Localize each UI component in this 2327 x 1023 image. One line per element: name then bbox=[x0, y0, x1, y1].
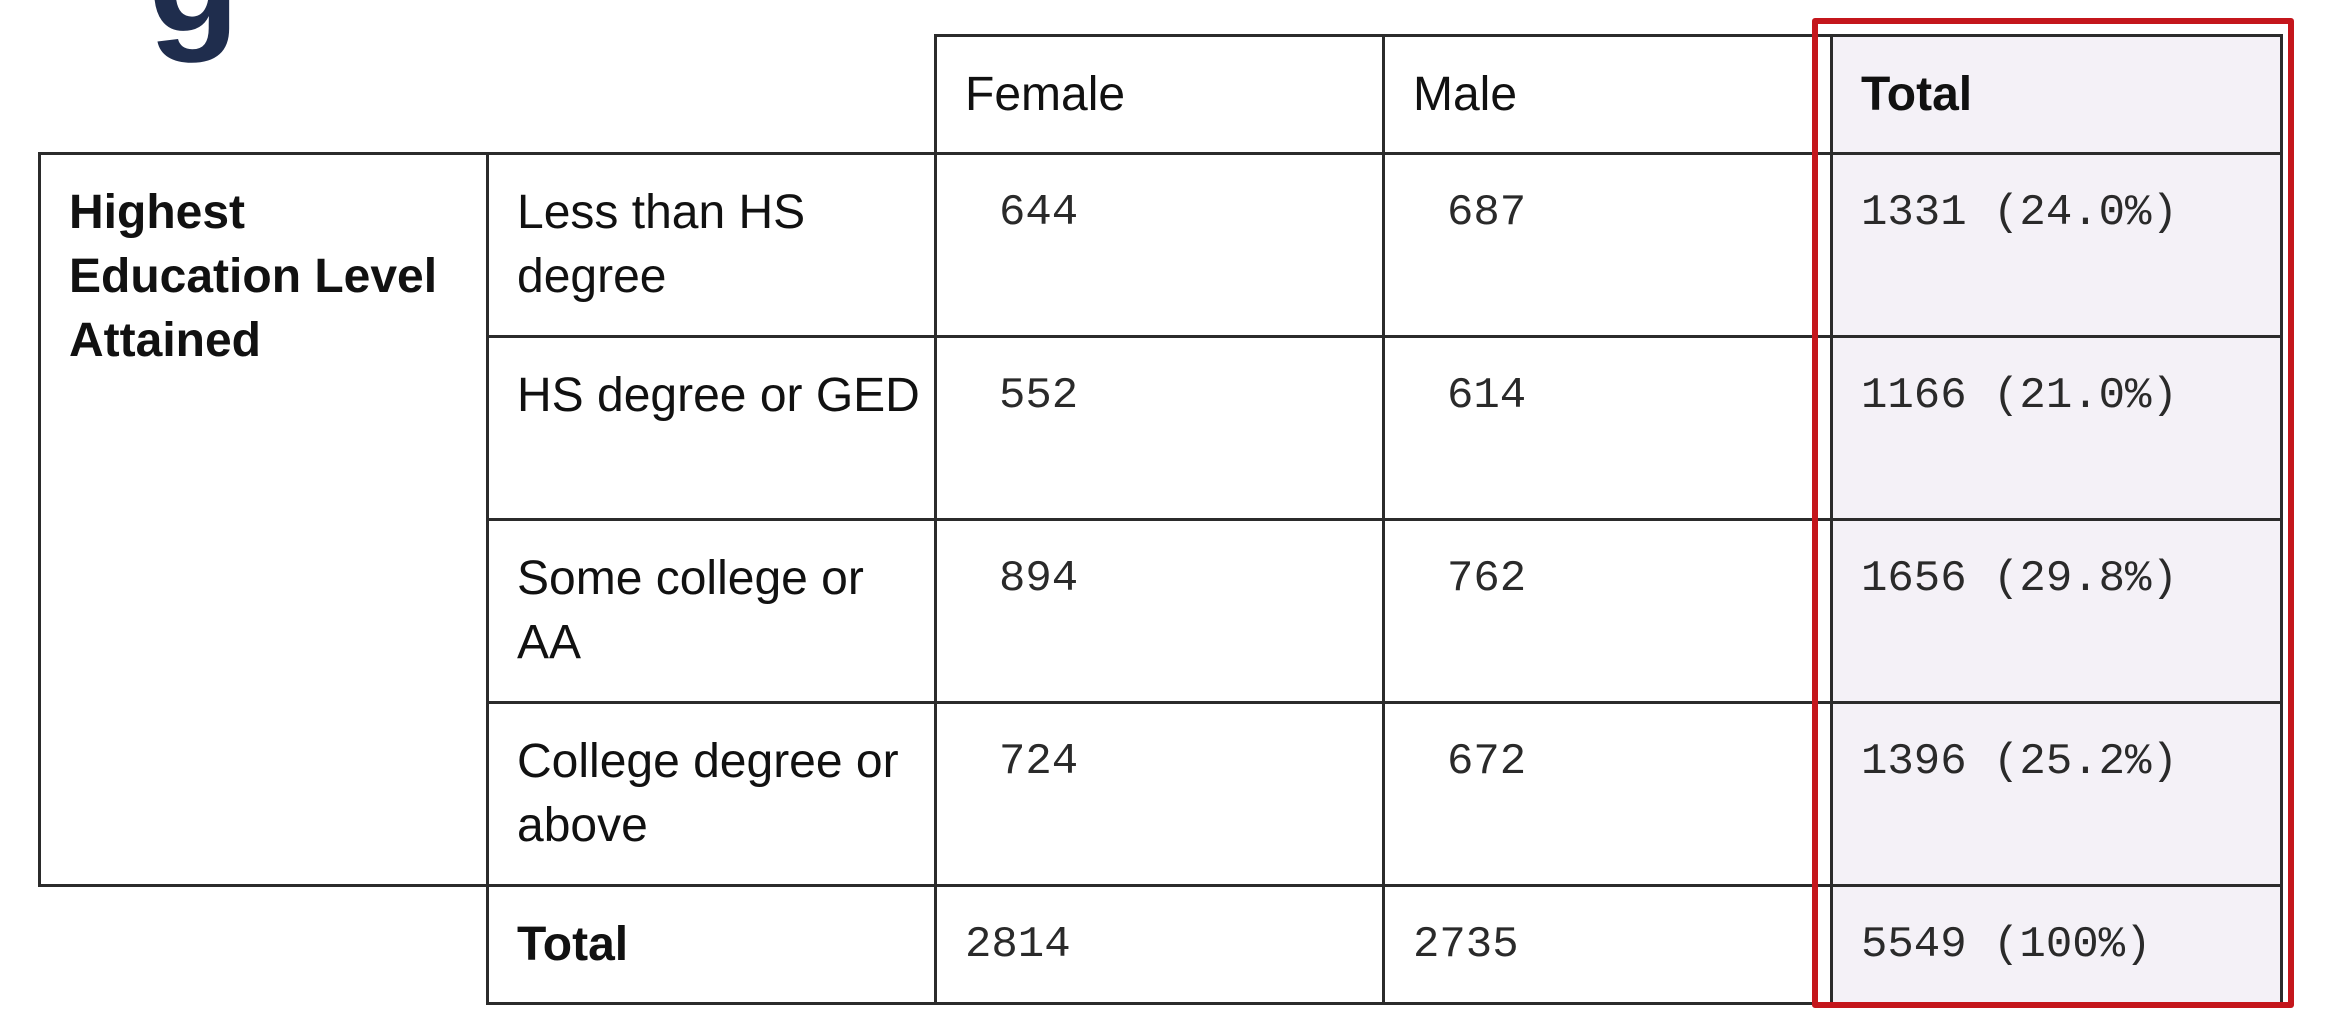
table-row: Some college or AA 894 762 1656 (29.8%) bbox=[40, 518, 2283, 704]
table-row: HS degree or GED 552 614 1166 (21.0%) bbox=[40, 335, 2283, 521]
cell-female: 894 bbox=[934, 518, 1385, 704]
header-empty-cell bbox=[39, 35, 488, 155]
cell-male-total: 2735 bbox=[1382, 884, 1833, 1005]
cell-male: 614 bbox=[1382, 335, 1833, 521]
cell-female: 644 bbox=[934, 152, 1385, 338]
total-row-label: Total bbox=[486, 884, 937, 1005]
column-header-male: Male bbox=[1382, 34, 1833, 155]
table-row: Highest Education Level Attained Less th… bbox=[38, 152, 2283, 887]
row-label: Some college or AA bbox=[486, 518, 937, 704]
cell-female: 724 bbox=[934, 701, 1385, 887]
cell-female: 552 bbox=[934, 335, 1385, 521]
cell-total: 1331 (24.0%) bbox=[1830, 152, 2283, 338]
cell-male: 762 bbox=[1382, 518, 1833, 704]
crosstab-table: Female Male Total Highest Education Leve… bbox=[38, 34, 2283, 1005]
cell-total: 1166 (21.0%) bbox=[1830, 335, 2283, 521]
column-header-total: Total bbox=[1830, 34, 2283, 155]
row-label: HS degree or GED bbox=[486, 335, 937, 521]
column-header-female: Female bbox=[934, 34, 1385, 155]
total-column-highlight bbox=[1812, 18, 2294, 1008]
total-row-empty-cell bbox=[39, 884, 489, 1004]
header-row: Female Male Total bbox=[39, 34, 2283, 155]
row-label: Less than HS degree bbox=[486, 152, 937, 338]
row-label: College degree or above bbox=[486, 701, 937, 887]
cell-male: 687 bbox=[1382, 152, 1833, 338]
header-empty-cell bbox=[487, 35, 937, 155]
cell-total: 1396 (25.2%) bbox=[1830, 701, 2283, 887]
cell-total: 1656 (29.8%) bbox=[1830, 518, 2283, 704]
cell-female-total: 2814 bbox=[934, 884, 1385, 1005]
row-group-label: Highest Education Level Attained bbox=[38, 152, 489, 887]
cell-grand-total: 5549 (100%) bbox=[1830, 884, 2283, 1005]
cell-male: 672 bbox=[1382, 701, 1833, 887]
total-row: Total 2814 2735 5549 (100%) bbox=[39, 884, 2283, 1005]
table-row: College degree or above 724 672 1396 (25… bbox=[40, 701, 2283, 887]
